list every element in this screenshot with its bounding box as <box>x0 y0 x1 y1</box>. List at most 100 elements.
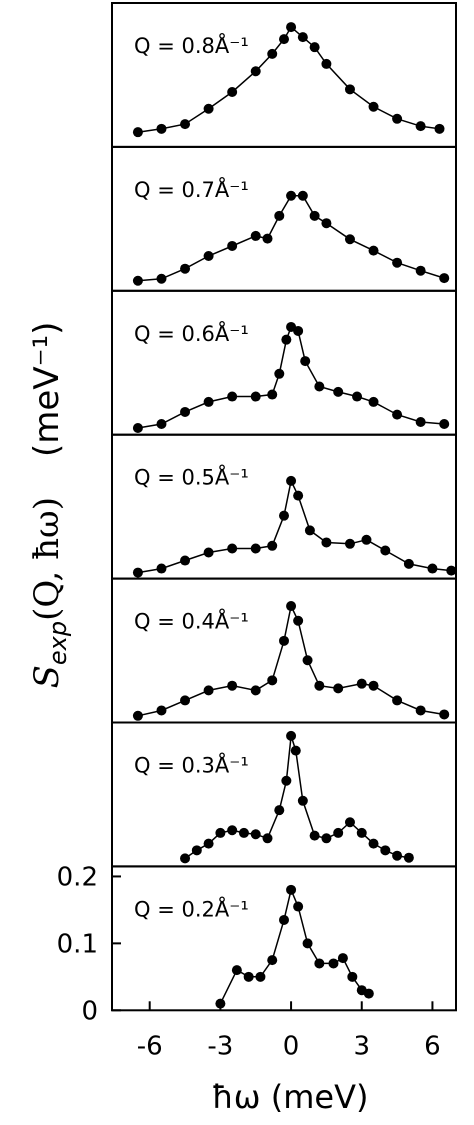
data-point <box>392 850 403 861</box>
data-point <box>300 356 311 367</box>
data-point <box>293 901 304 912</box>
data-point <box>132 710 143 721</box>
data-point <box>132 423 143 434</box>
data-point <box>227 680 238 691</box>
data-point <box>439 418 450 429</box>
data-point <box>180 263 191 274</box>
data-point <box>286 475 297 486</box>
panel-frame <box>111 577 457 724</box>
data-point <box>403 558 414 569</box>
data-point <box>227 543 238 554</box>
data-point <box>297 32 308 43</box>
data-point <box>203 685 214 696</box>
data-point <box>132 275 143 286</box>
data-point <box>250 543 261 554</box>
data-point <box>267 540 278 551</box>
data-point <box>427 563 438 574</box>
panel-frame <box>111 433 457 580</box>
data-point <box>415 121 426 132</box>
data-point <box>286 884 297 895</box>
panel-label: Q = 0.4Å⁻¹ <box>134 608 249 634</box>
data-point <box>243 971 254 982</box>
data-point <box>286 190 297 201</box>
data-point <box>132 127 143 138</box>
data-point <box>286 601 297 612</box>
data-point <box>392 695 403 706</box>
panel-label: Q = 0.6Å⁻¹ <box>134 320 249 346</box>
data-point <box>203 547 214 558</box>
data-point <box>328 958 339 969</box>
data-point <box>227 825 238 836</box>
data-point <box>415 705 426 716</box>
y-label-unit: (meV⁻¹) <box>27 322 67 457</box>
data-point <box>321 58 332 69</box>
data-point <box>446 565 457 576</box>
data-point <box>361 534 372 545</box>
data-point <box>309 42 320 53</box>
data-point <box>267 389 278 400</box>
data-point <box>156 563 167 574</box>
data-point <box>344 817 355 828</box>
data-point <box>304 525 315 536</box>
data-point <box>344 538 355 549</box>
data-point <box>333 683 344 694</box>
panel-frame <box>111 289 457 436</box>
data-point <box>337 953 348 964</box>
y-tick-label: 0.1 <box>57 929 98 959</box>
data-point <box>293 615 304 626</box>
data-point <box>279 635 289 646</box>
data-point <box>274 805 285 816</box>
y-axis-label: Sexp(Q, ħω) (meV⁻¹) <box>27 322 72 689</box>
data-point <box>333 827 344 838</box>
panel-label: Q = 0.3Å⁻¹ <box>134 752 249 778</box>
data-line <box>184 735 410 860</box>
data-point <box>380 845 391 856</box>
x-axis-label: ħω (meV) <box>212 1078 369 1116</box>
data-point <box>255 971 266 982</box>
data-point <box>156 705 167 716</box>
panel-frame <box>111 721 457 868</box>
panel-label: Q = 0.7Å⁻¹ <box>134 176 249 202</box>
panel-label: Q = 0.8Å⁻¹ <box>134 32 249 58</box>
data-point <box>314 958 325 969</box>
data-point <box>321 833 332 844</box>
data-point <box>274 210 285 221</box>
data-point <box>297 190 308 201</box>
data-point <box>344 234 355 245</box>
data-point <box>250 66 261 77</box>
data-point <box>191 845 202 856</box>
data-point <box>309 830 320 841</box>
y-label-symbol: S <box>27 665 67 688</box>
data-point <box>180 119 191 130</box>
data-point <box>286 22 297 33</box>
data-point <box>279 914 289 925</box>
data-point <box>231 965 242 976</box>
data-point <box>281 775 292 786</box>
data-point <box>250 685 261 696</box>
data-point <box>156 273 167 284</box>
data-point <box>434 123 445 134</box>
data-point <box>227 87 238 98</box>
data-point <box>132 567 143 578</box>
y-tick-label: 0 <box>81 996 98 1026</box>
data-point <box>203 396 214 407</box>
data-point <box>368 680 379 691</box>
data-point <box>156 123 167 134</box>
data-point <box>180 406 191 417</box>
panel-label: Q = 0.5Å⁻¹ <box>134 464 249 490</box>
data-point <box>281 334 292 345</box>
data-point <box>347 971 358 982</box>
data-point <box>250 391 261 402</box>
x-tick-label: -3 <box>207 1031 233 1061</box>
data-point <box>267 675 278 686</box>
x-tick-label: 3 <box>353 1031 370 1061</box>
data-point <box>262 833 273 844</box>
data-point <box>290 745 301 756</box>
data-point <box>344 84 355 95</box>
data-point <box>380 545 391 556</box>
data-point <box>279 34 289 45</box>
data-point <box>363 988 374 999</box>
data-point <box>250 829 261 840</box>
data-point <box>321 218 332 229</box>
